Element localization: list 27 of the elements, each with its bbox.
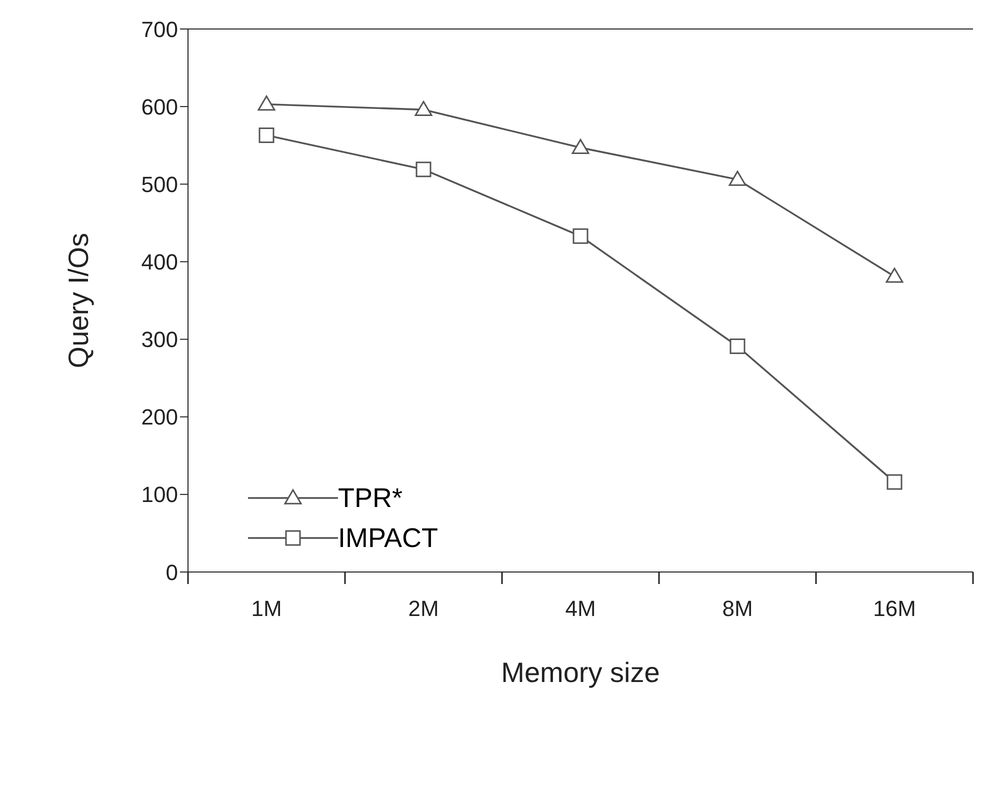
point	[728, 170, 746, 186]
x-tick-label: 16M	[873, 596, 916, 621]
legend-label: TPR*	[338, 482, 403, 514]
x-tick-label: 2M	[408, 596, 439, 621]
point	[730, 338, 746, 354]
point	[416, 162, 432, 178]
y-tick-label: 100	[141, 482, 178, 508]
x-tick-label: 8M	[722, 596, 753, 621]
point	[572, 138, 590, 154]
y-tick-label: 500	[141, 172, 178, 197]
x-tick-label: 4M	[565, 596, 596, 621]
point	[886, 474, 902, 490]
point	[258, 128, 274, 144]
point	[414, 100, 432, 116]
x-tick-label: 1M	[251, 596, 282, 621]
y-tick-label: 700	[141, 16, 178, 42]
y-tick-label: 600	[141, 94, 178, 120]
point	[258, 95, 276, 111]
x-axis-title: Memory size	[501, 657, 660, 688]
y-axis-title: Query I/Os	[62, 232, 94, 368]
y-tick-label: 200	[141, 404, 178, 430]
legend-label: IMPACT	[338, 522, 438, 554]
point	[886, 268, 904, 283]
y-tick-label: 400	[141, 250, 178, 275]
y-tick-label: 0	[166, 560, 178, 585]
point	[572, 228, 588, 244]
y-tick-label: 300	[141, 327, 178, 352]
